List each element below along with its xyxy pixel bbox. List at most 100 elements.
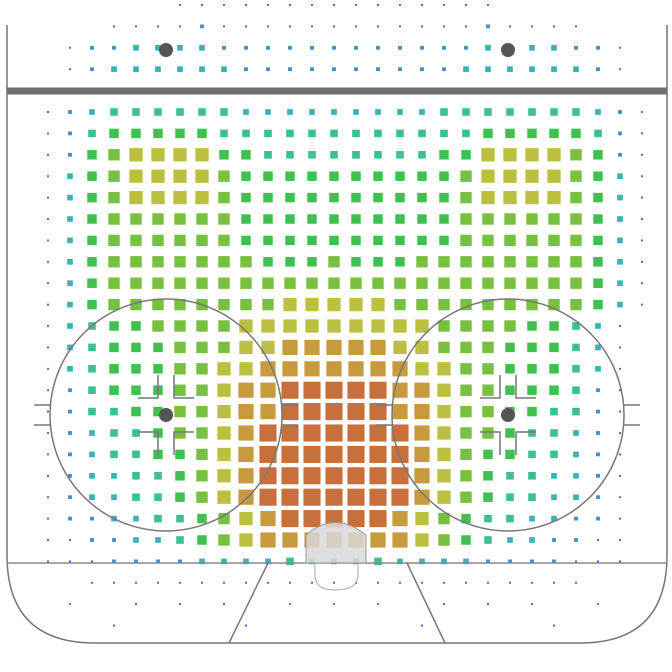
cell [196, 405, 208, 418]
cell [552, 559, 556, 564]
cell [241, 171, 251, 181]
cell [373, 235, 383, 246]
rink-lines [6, 25, 668, 644]
cell [218, 234, 230, 247]
cell [179, 25, 181, 28]
cell [377, 581, 379, 584]
cell [199, 66, 205, 73]
cell [108, 234, 120, 247]
cell [281, 488, 299, 506]
cell [245, 4, 247, 6]
cell [89, 109, 95, 115]
cell [311, 581, 313, 584]
cell [506, 108, 514, 116]
cell [549, 321, 559, 331]
cell [355, 4, 357, 6]
cell [47, 474, 49, 477]
cell [285, 214, 295, 224]
cell [288, 67, 292, 72]
cell [199, 558, 205, 565]
cell [178, 559, 182, 564]
cell [67, 258, 73, 265]
cell [619, 539, 621, 541]
cell [88, 386, 96, 394]
cell [548, 256, 560, 268]
faceoff-dot [159, 408, 173, 422]
cell [129, 148, 143, 162]
cell [109, 128, 119, 139]
cell [550, 108, 558, 116]
cell [239, 362, 253, 376]
cell [179, 581, 181, 584]
cell [151, 148, 165, 162]
cell [333, 4, 335, 6]
cell [47, 260, 49, 263]
boards [6, 25, 668, 644]
cell [68, 409, 72, 414]
cell [438, 298, 450, 311]
cell [370, 361, 386, 377]
cell [398, 45, 402, 50]
cell [260, 532, 276, 548]
cell [218, 512, 230, 525]
cell [264, 129, 272, 138]
cell [133, 537, 139, 543]
cell [218, 341, 230, 354]
cell [416, 277, 428, 289]
cell [307, 235, 317, 246]
cell [593, 171, 603, 181]
cell [528, 429, 536, 437]
cell [243, 558, 249, 565]
cell [90, 516, 94, 521]
cell [305, 319, 319, 333]
cell [173, 148, 187, 162]
cell [89, 494, 95, 501]
cell [220, 129, 228, 138]
cell [153, 342, 163, 353]
cell [135, 581, 137, 584]
cell [175, 492, 185, 502]
cell [438, 534, 450, 546]
cell [617, 280, 623, 287]
cell [575, 25, 577, 28]
cell [242, 129, 250, 138]
cell [329, 214, 339, 224]
cell [238, 489, 254, 505]
cell [47, 196, 49, 199]
cell [259, 424, 277, 442]
cell [47, 389, 49, 392]
cell [619, 389, 621, 392]
cell [110, 108, 118, 116]
cell [91, 560, 93, 563]
cell [88, 407, 96, 416]
cell [133, 44, 139, 51]
cell [69, 560, 71, 563]
cell [573, 451, 579, 458]
cell [68, 452, 72, 457]
cell [285, 235, 295, 246]
cell [417, 214, 427, 224]
cell [245, 25, 247, 28]
cell [399, 4, 401, 6]
cell [87, 214, 97, 224]
cell [217, 447, 231, 462]
cell [110, 407, 118, 416]
cell [109, 364, 119, 374]
cell [157, 25, 159, 28]
cell [152, 234, 164, 247]
cell [263, 235, 273, 246]
cell [526, 213, 538, 225]
cell [395, 192, 405, 203]
cell [548, 234, 560, 247]
cell [619, 474, 621, 477]
cell [482, 320, 494, 332]
cell [547, 169, 561, 183]
cell [593, 235, 603, 246]
cell [527, 364, 537, 374]
cell [619, 432, 621, 434]
cell [238, 404, 254, 420]
cell [281, 381, 299, 399]
cell [218, 191, 230, 204]
cell [281, 445, 299, 463]
